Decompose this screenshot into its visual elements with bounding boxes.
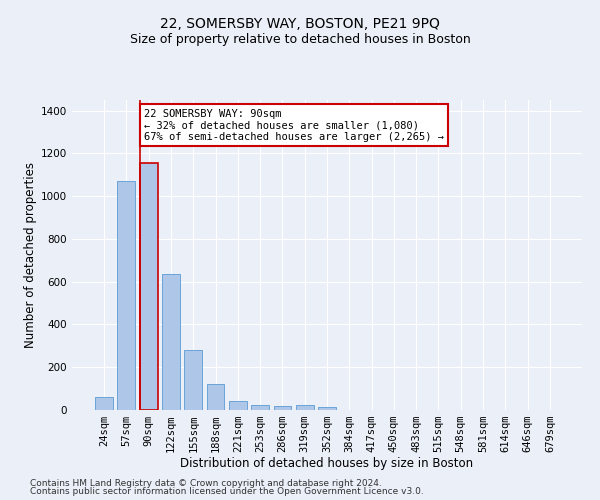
Bar: [162, 274, 180, 410]
Bar: [184, 350, 202, 410]
X-axis label: Distribution of detached houses by size in Boston: Distribution of detached houses by size …: [181, 456, 473, 469]
Bar: [274, 406, 292, 410]
Bar: [229, 401, 247, 410]
Bar: [318, 407, 336, 410]
Bar: [140, 163, 158, 410]
Text: 22, SOMERSBY WAY, BOSTON, PE21 9PQ: 22, SOMERSBY WAY, BOSTON, PE21 9PQ: [160, 18, 440, 32]
Y-axis label: Number of detached properties: Number of detached properties: [24, 162, 37, 348]
Bar: [206, 384, 224, 410]
Text: Size of property relative to detached houses in Boston: Size of property relative to detached ho…: [130, 32, 470, 46]
Bar: [118, 181, 136, 410]
Text: 22 SOMERSBY WAY: 90sqm
← 32% of detached houses are smaller (1,080)
67% of semi-: 22 SOMERSBY WAY: 90sqm ← 32% of detached…: [144, 108, 444, 142]
Bar: [251, 406, 269, 410]
Bar: [95, 397, 113, 410]
Text: Contains public sector information licensed under the Open Government Licence v3: Contains public sector information licen…: [30, 487, 424, 496]
Text: Contains HM Land Registry data © Crown copyright and database right 2024.: Contains HM Land Registry data © Crown c…: [30, 478, 382, 488]
Bar: [296, 406, 314, 410]
